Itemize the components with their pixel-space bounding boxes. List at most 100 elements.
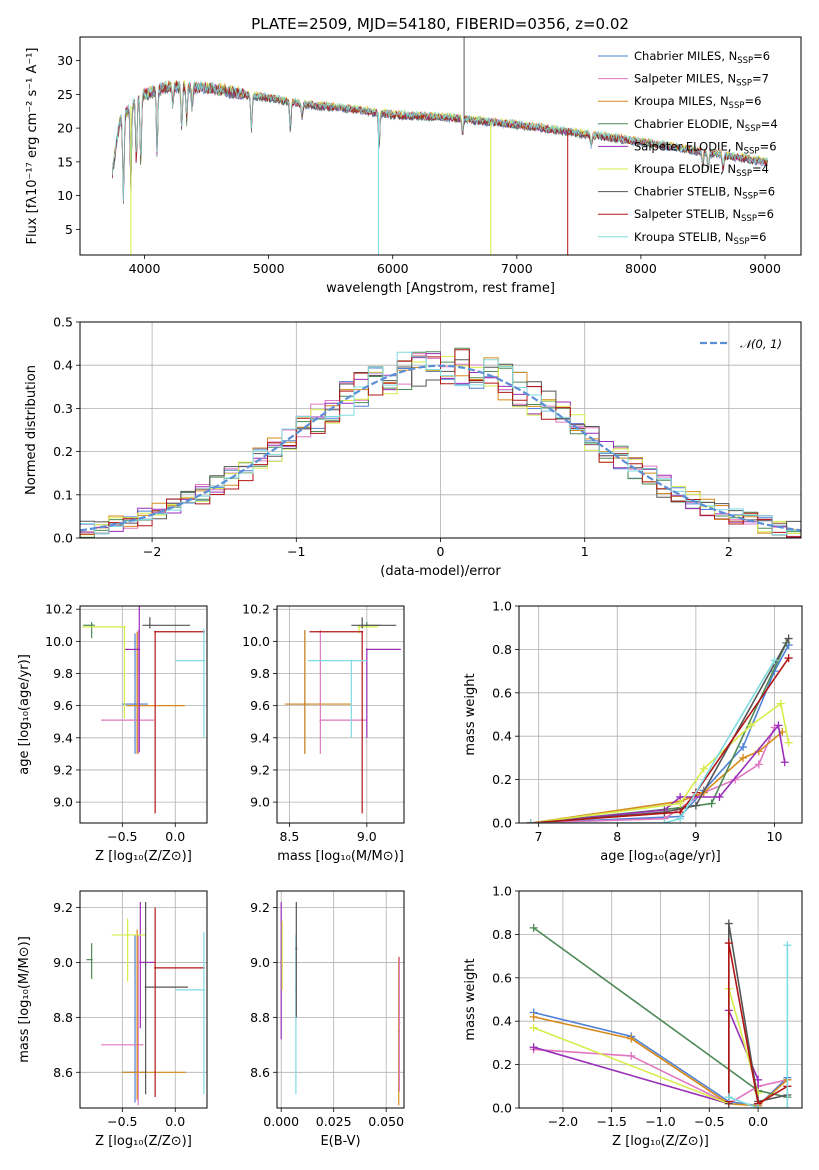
y-axis-label: Flux [fλ10⁻¹⁷ erg cm⁻² s⁻¹ A⁻¹] xyxy=(25,48,40,245)
data-point xyxy=(138,648,141,651)
x-tick-label: 7 xyxy=(535,829,543,844)
plus-marker xyxy=(739,753,748,762)
axes: 4000 5000 6000 7000 8000 9000 5 10 15 20 25 30 wavel… xyxy=(25,36,802,296)
x-tick-label: 8.5 xyxy=(279,829,299,844)
legend-text: Kroupa ELODIE, N xyxy=(634,162,736,176)
plot-area xyxy=(111,37,768,255)
y-tick-label: 9.4 xyxy=(250,730,270,745)
legend-entry: Chabrier ELODIE, NSSP=4 xyxy=(634,117,778,134)
plus-marker xyxy=(724,919,733,928)
data-point xyxy=(361,624,364,627)
legend-text: Chabrier STELIB, N xyxy=(634,185,742,199)
axes: −0.5 0.0 8.6 8.8 9.0 9.2 Z [log₁₀(Z/Z⊙)] mass [… xyxy=(17,890,208,1149)
plus-marker xyxy=(699,764,708,773)
axes: 0.000 0.025 0.050 8.6 8.8 9.0 9.2 E(B-V) xyxy=(250,890,405,1149)
x-axis-label: E(B-V) xyxy=(320,1134,360,1149)
x-tick-label: −2 xyxy=(143,544,161,559)
data-point xyxy=(154,630,157,633)
y-tick-label: 10.2 xyxy=(242,602,270,617)
legend-value: =6 xyxy=(753,49,770,63)
legend-entry: Salpeter ELODIE, NSSP=6 xyxy=(634,139,777,156)
y-tick-label: 10.2 xyxy=(45,602,73,617)
legend-value: =7 xyxy=(752,72,769,86)
plus-marker xyxy=(529,1043,538,1052)
data-point xyxy=(154,966,157,969)
axes-frame xyxy=(276,605,405,824)
legend-text: Salpeter MILES, N xyxy=(634,72,736,86)
legend-text: Salpeter ELODIE, N xyxy=(634,139,744,153)
y-axis-label: Normed distribution xyxy=(24,365,39,495)
legend-entry: Kroupa MILES, NSSP=6 xyxy=(634,94,761,111)
plus-marker xyxy=(676,814,685,823)
y-tick-label: 0.1 xyxy=(53,487,73,502)
x-tick-label: 0.0 xyxy=(748,1114,768,1129)
age-vs-mass-panel: 8.5 9.0 9.0 9.2 9.4 9.6 9.8 10.0 10.2 mass [log₁₀… xyxy=(242,602,405,864)
legend-value: =6 xyxy=(749,230,766,244)
age-cumulative-panel: 7 8 9 10 0.0 0.2 0.4 0.6 0.8 1.0 age [log₁₀(age/yr… xyxy=(463,599,803,864)
series-line xyxy=(530,657,790,823)
series-line xyxy=(530,659,776,823)
y-tick-label: 0.0 xyxy=(492,816,512,831)
residuals-panel: −2 −1 0 1 2 0.0 0.1 0.2 0.3 0.4 0.5 (data-model)/er… xyxy=(24,315,802,579)
plus-marker xyxy=(754,760,763,769)
data-point xyxy=(136,704,139,707)
x-tick-label: 10 xyxy=(767,829,783,844)
grid xyxy=(80,891,207,1108)
series-line xyxy=(530,644,790,823)
y-tick-label: 9.2 xyxy=(250,900,270,915)
plot-area xyxy=(529,919,792,1108)
legend-subscript: SSP xyxy=(737,56,753,66)
plus-marker xyxy=(754,1075,763,1084)
data-point xyxy=(365,648,368,651)
x-axis-label: wavelength [Angstrom, rest frame] xyxy=(326,281,555,296)
y-tick-label: 15 xyxy=(57,154,73,169)
y-tick-label: 0.4 xyxy=(492,1014,512,1029)
plus-marker xyxy=(660,819,669,823)
data-point xyxy=(295,947,298,950)
grid xyxy=(519,890,802,1109)
mass-vs-metallicity-panel: −0.5 0.0 8.6 8.8 9.0 9.2 Z [log₁₀(Z/Z⊙)] mass [… xyxy=(17,890,208,1149)
legend-text: Kroupa MILES, N xyxy=(634,94,729,108)
plot-area xyxy=(86,901,205,1106)
x-tick-label: 2 xyxy=(725,544,733,559)
plot-area xyxy=(80,347,801,538)
x-tick-label: −1.5 xyxy=(597,1114,627,1129)
y-axis-label: age [log₁₀(age/yr)] xyxy=(17,654,32,775)
y-tick-label: 25 xyxy=(57,87,73,102)
legend-subscript: SSP xyxy=(742,192,758,202)
spectrum-line xyxy=(111,80,768,202)
axes-frame xyxy=(518,605,803,824)
x-tick-label: −0.5 xyxy=(107,1114,137,1129)
x-tick-label: 0 xyxy=(437,544,445,559)
grid xyxy=(277,606,404,823)
plus-marker xyxy=(627,1051,636,1060)
plus-marker xyxy=(783,941,792,950)
plus-marker xyxy=(784,738,793,747)
plus-marker xyxy=(724,939,733,948)
grid xyxy=(80,606,207,823)
y-tick-label: 8.8 xyxy=(250,1010,270,1025)
series-line xyxy=(530,731,783,823)
data-point xyxy=(281,961,284,964)
y-tick-label: 1.0 xyxy=(492,599,512,614)
residual-histogram xyxy=(80,349,801,538)
y-tick-label: 0.2 xyxy=(492,1057,512,1072)
plus-marker xyxy=(715,792,724,801)
plus-marker xyxy=(691,801,700,810)
x-tick-label: 9 xyxy=(692,829,700,844)
figure-title: PLATE=2509, MJD=54180, FIBERID=0356, z=0… xyxy=(251,15,629,33)
plot-area xyxy=(284,617,401,814)
data-point xyxy=(202,659,205,662)
y-axis-label: mass weight xyxy=(463,958,478,1040)
legend-subscript: SSP xyxy=(741,214,757,224)
plus-marker xyxy=(529,1023,538,1032)
axes: −2 −1 0 1 2 0.0 0.1 0.2 0.3 0.4 0.5 (data-model)/er… xyxy=(24,315,802,579)
x-axis-label: Z [log₁₀(Z/Z⊙)] xyxy=(612,1134,709,1149)
legend-value: =6 xyxy=(744,94,761,108)
plus-marker xyxy=(660,808,669,817)
grid xyxy=(519,605,802,824)
plus-marker xyxy=(770,656,779,665)
y-tick-label: 9.8 xyxy=(250,666,270,681)
x-tick-label: 0.0 xyxy=(165,829,185,844)
legend-entry: Chabrier MILES, NSSP=6 xyxy=(634,49,770,66)
